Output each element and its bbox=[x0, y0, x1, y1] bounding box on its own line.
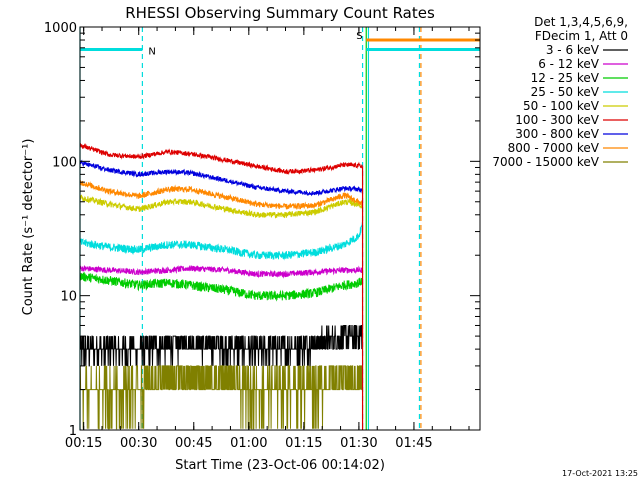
legend-label-2: 12 - 25 keV bbox=[531, 71, 600, 85]
legend-header-1: FDecim 1, Att 0 bbox=[535, 29, 628, 43]
footer-timestamp: 17-Oct-2021 13:25 bbox=[562, 469, 638, 478]
legend-label-1: 6 - 12 keV bbox=[538, 57, 600, 71]
y-tick-label-2: 100 bbox=[52, 155, 77, 170]
series-line-6 bbox=[79, 159, 363, 197]
plot-frame bbox=[79, 26, 481, 431]
y-tick-label-1: 10 bbox=[60, 290, 77, 305]
series-line-8 bbox=[79, 365, 363, 430]
legend-header-0: Det 1,3,4,5,6,9, bbox=[534, 15, 628, 29]
series-line-2 bbox=[79, 272, 363, 302]
x-tick-label-2: 00:45 bbox=[175, 436, 212, 451]
chart-title: RHESSI Observing Summary Count Rates bbox=[125, 4, 435, 22]
legend-label-3: 25 - 50 keV bbox=[531, 85, 600, 99]
legend-label-0: 3 - 6 keV bbox=[546, 43, 600, 57]
series-line-7 bbox=[79, 179, 363, 211]
x-axis-label: Start Time (23-Oct-06 00:14:02) bbox=[175, 458, 385, 473]
x-tick-label-1: 00:30 bbox=[120, 436, 157, 451]
flag-label-s: S bbox=[356, 31, 362, 42]
y-axis-label: Count Rate (s⁻¹ detector⁻¹) bbox=[21, 139, 36, 316]
legend-label-4: 50 - 100 keV bbox=[523, 99, 600, 113]
x-tick-label-6: 01:45 bbox=[395, 436, 432, 451]
legend-label-7: 800 - 7000 keV bbox=[508, 141, 600, 155]
data-layer: NS bbox=[79, 27, 480, 430]
legend-label-6: 300 - 800 keV bbox=[515, 127, 599, 141]
legend-label-5: 100 - 300 keV bbox=[515, 113, 599, 127]
series-line-3 bbox=[79, 221, 363, 261]
axis-layer: 00:15 00:30 00:45 01:00 01:15 01:30 01:45 1 10 10… bbox=[44, 21, 480, 451]
legend-label-8: 7000 - 15000 keV bbox=[492, 155, 599, 169]
flag-label-n: N bbox=[148, 46, 155, 57]
series-line-4 bbox=[79, 194, 363, 219]
x-tick-label-3: 01:00 bbox=[230, 436, 267, 451]
x-tick-label-4: 01:15 bbox=[285, 436, 322, 451]
series-line-5 bbox=[79, 142, 363, 176]
x-tick-label-5: 01:30 bbox=[340, 436, 377, 451]
series-line-1 bbox=[79, 264, 363, 279]
y-tick-label-0: 1 bbox=[69, 424, 77, 439]
x-tick-label-0: 00:15 bbox=[65, 436, 102, 451]
legend: Det 1,3,4,5,6,9,FDecim 1, Att 03 - 6 keV… bbox=[492, 15, 628, 169]
y-tick-label-3: 1000 bbox=[44, 21, 77, 36]
